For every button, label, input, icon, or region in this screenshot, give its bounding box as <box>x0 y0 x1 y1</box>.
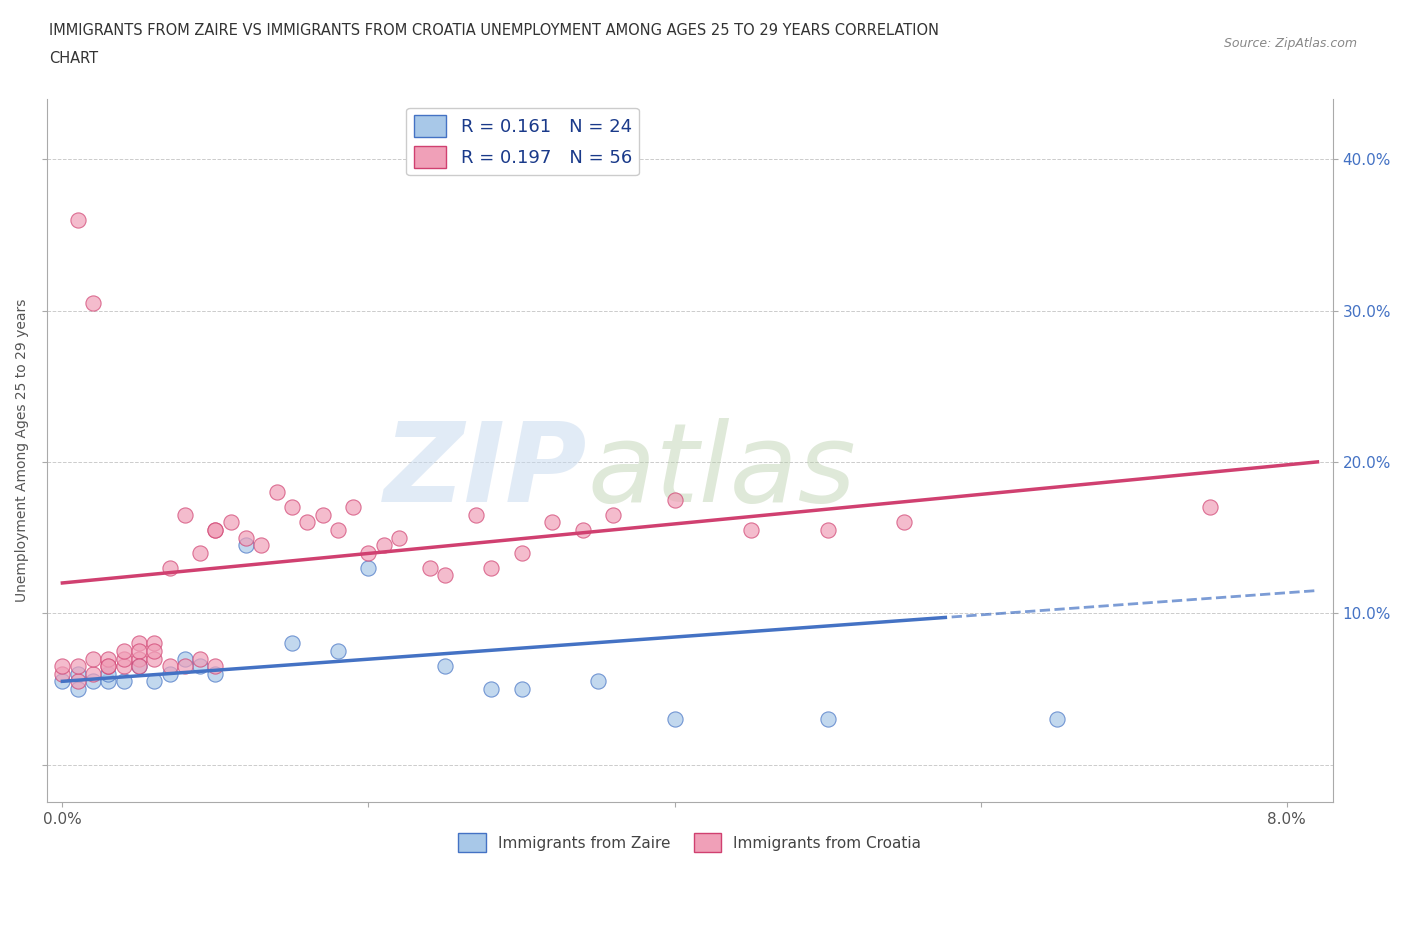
Point <box>326 644 349 658</box>
Point <box>373 538 395 552</box>
Point <box>281 499 304 514</box>
Point <box>479 682 502 697</box>
Point <box>188 545 211 560</box>
Point <box>82 666 104 681</box>
Text: ZIP: ZIP <box>384 418 588 525</box>
Point <box>82 674 104 689</box>
Point <box>128 651 150 666</box>
Point <box>159 561 181 576</box>
Point <box>66 674 89 689</box>
Point <box>204 523 226 538</box>
Point <box>188 658 211 673</box>
Point <box>342 499 364 514</box>
Point <box>66 666 89 681</box>
Point <box>159 658 181 673</box>
Point <box>297 515 319 530</box>
Point <box>204 658 226 673</box>
Point <box>66 212 89 227</box>
Point <box>479 561 502 576</box>
Point <box>586 674 609 689</box>
Point <box>97 658 120 673</box>
Legend: Immigrants from Zaire, Immigrants from Croatia: Immigrants from Zaire, Immigrants from C… <box>453 827 928 858</box>
Point <box>173 651 195 666</box>
Point <box>235 538 257 552</box>
Point <box>82 651 104 666</box>
Point <box>419 561 441 576</box>
Point <box>235 530 257 545</box>
Point <box>541 515 564 530</box>
Point <box>434 568 457 583</box>
Point <box>97 674 120 689</box>
Point <box>82 296 104 311</box>
Point <box>326 523 349 538</box>
Point <box>173 658 195 673</box>
Point <box>97 666 120 681</box>
Text: IMMIGRANTS FROM ZAIRE VS IMMIGRANTS FROM CROATIA UNEMPLOYMENT AMONG AGES 25 TO 2: IMMIGRANTS FROM ZAIRE VS IMMIGRANTS FROM… <box>49 23 939 38</box>
Point <box>464 508 486 523</box>
Point <box>112 644 135 658</box>
Point <box>97 651 120 666</box>
Point <box>143 644 166 658</box>
Point <box>281 636 304 651</box>
Point <box>188 651 211 666</box>
Point <box>128 658 150 673</box>
Point <box>143 651 166 666</box>
Point <box>740 523 762 538</box>
Point <box>1199 499 1222 514</box>
Point <box>112 658 135 673</box>
Point <box>817 711 839 726</box>
Text: CHART: CHART <box>49 51 98 66</box>
Point <box>128 644 150 658</box>
Point <box>250 538 273 552</box>
Point <box>128 658 150 673</box>
Point <box>571 523 593 538</box>
Point <box>219 515 242 530</box>
Point <box>97 658 120 673</box>
Point <box>266 485 288 499</box>
Point <box>51 658 73 673</box>
Point <box>143 674 166 689</box>
Point <box>112 651 135 666</box>
Point <box>388 530 411 545</box>
Point <box>204 666 226 681</box>
Point <box>51 666 73 681</box>
Point <box>357 545 380 560</box>
Point <box>664 492 686 507</box>
Point <box>510 682 533 697</box>
Point <box>357 561 380 576</box>
Point <box>204 523 226 538</box>
Point <box>817 523 839 538</box>
Point <box>143 636 166 651</box>
Point <box>159 666 181 681</box>
Point <box>1046 711 1069 726</box>
Point <box>510 545 533 560</box>
Y-axis label: Unemployment Among Ages 25 to 29 years: Unemployment Among Ages 25 to 29 years <box>15 299 30 603</box>
Text: atlas: atlas <box>588 418 856 525</box>
Point <box>51 674 73 689</box>
Point <box>66 682 89 697</box>
Point <box>66 658 89 673</box>
Point <box>664 711 686 726</box>
Point <box>173 508 195 523</box>
Text: Source: ZipAtlas.com: Source: ZipAtlas.com <box>1223 37 1357 50</box>
Point <box>602 508 624 523</box>
Point <box>112 674 135 689</box>
Point <box>311 508 333 523</box>
Point <box>128 636 150 651</box>
Point <box>434 658 457 673</box>
Point <box>893 515 915 530</box>
